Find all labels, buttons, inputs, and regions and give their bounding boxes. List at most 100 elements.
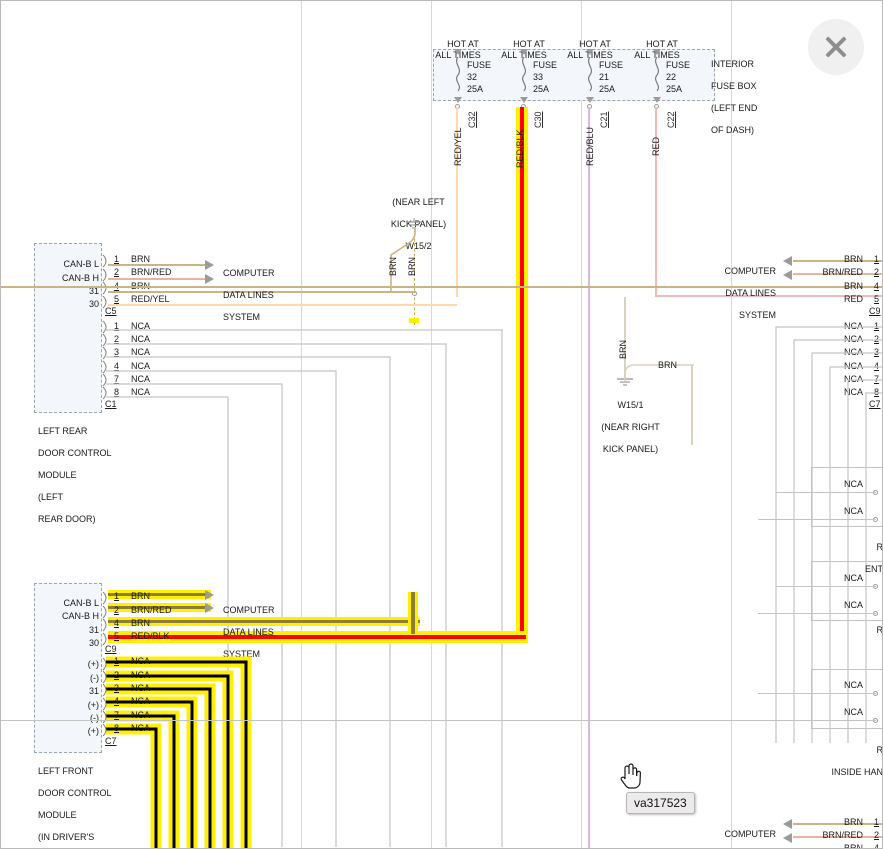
highlight-bundle-c7 (106, 656, 252, 848)
pin-number: 7 (114, 374, 120, 384)
fuse-rating: 25A (666, 84, 683, 94)
pin-number: 4 (114, 618, 120, 628)
wire-nca-lead (776, 586, 876, 588)
wire-color: NCA (131, 374, 151, 384)
pin-signal: 30 (88, 299, 99, 309)
wire-color: NCA (131, 347, 151, 357)
wire-right-pin1 (793, 260, 882, 262)
fuse-number: 33 (533, 72, 544, 82)
wire-color: NCA (131, 696, 151, 706)
wire-color: BRN (131, 591, 151, 601)
fuse-connector-id: C22 (666, 111, 676, 128)
data-line-arrow (205, 260, 214, 270)
wire-bundle-c1 (106, 329, 503, 847)
wire-color: RED/YEL (131, 294, 170, 304)
wire-color: NCA (131, 321, 151, 331)
pin-number: 1 (874, 817, 880, 827)
pin-number: 7 (114, 710, 120, 720)
wire-color-label: BRN (618, 339, 628, 359)
splice-w15-2-label: (NEAR LEFT KICK PANEL) W15/2 (390, 197, 447, 251)
wire-c9-pin4 (108, 620, 420, 623)
wire-right-pin4 (1, 286, 882, 288)
wire-color: NCA (131, 387, 151, 397)
wire-color: BRN (131, 618, 151, 628)
pin-number: 2 (114, 267, 120, 277)
wire-c9-pin1 (108, 593, 211, 596)
wire-c9-pin2 (108, 606, 211, 609)
right-subconnector-box (811, 669, 882, 729)
pin-number: 2 (114, 605, 120, 615)
destination-label: COMPUTER DATA LINES SYSTEM (223, 268, 275, 322)
connector-id-c9: C9 (105, 644, 117, 654)
pin-number: 4 (874, 281, 880, 291)
right-subconnector-label: R INSIDE HAN (831, 745, 883, 777)
fuse-number: 21 (599, 72, 610, 82)
hand-pointer-icon (620, 763, 641, 789)
wire-color-label: BRN (388, 256, 398, 276)
fuse-connector-id: C30 (533, 111, 543, 128)
wire-color: BRN (843, 281, 863, 291)
wire-color: BRN (843, 817, 863, 827)
wire-color: NCA (131, 361, 151, 371)
wire-right-pin2 (793, 273, 882, 275)
connector-id-c5: C5 (105, 306, 117, 316)
connector-id-c1: C1 (105, 399, 117, 409)
data-line-arrow (205, 590, 214, 600)
splice-dashed-lead (414, 229, 415, 325)
fuse-hot-label: HOT AT ALL TIMES (634, 39, 680, 60)
wire-color-label: RED/BLU (585, 126, 595, 166)
pin-number: 8 (874, 387, 880, 397)
data-line-arrow (783, 833, 792, 843)
wire-red (655, 107, 657, 287)
right-subconnector-box (811, 561, 882, 621)
guide-line (731, 1, 732, 848)
fuse-hot-label: HOT AT ALL TIMES (435, 39, 481, 60)
wire-color: NCA (843, 361, 863, 371)
wire-color: BRN (843, 843, 863, 849)
wire-red-yel (456, 107, 458, 297)
wire-color: NCA (843, 680, 863, 690)
pin-number: 1 (874, 254, 880, 264)
close-button[interactable] (808, 19, 864, 75)
wire-color: NCA (843, 334, 863, 344)
pin-signal: (+) (87, 659, 99, 669)
guide-line (431, 1, 432, 848)
connector-bracket (102, 254, 107, 400)
right-subconnector-label: R ENT (865, 542, 883, 574)
wire-red-blk-core (520, 107, 524, 643)
data-line-arrow (783, 819, 792, 829)
connector-id-right-c9: C9 (869, 306, 881, 316)
wire-lower-pin1 (793, 823, 882, 825)
fuse-number: 22 (666, 72, 677, 82)
pin-number: 8 (114, 387, 120, 397)
wire-nca-lead (758, 519, 876, 521)
destination-label: COMPUTER DATA LINES SYSTEM (223, 605, 275, 659)
wire-color: BRN (843, 254, 863, 264)
fuse-symbol (521, 57, 527, 91)
wire-color: NCA (131, 683, 151, 693)
pin-number: 5 (114, 631, 120, 641)
wire-color: NCA (131, 710, 151, 720)
left-rear-module-label: LEFT REAR DOOR CONTROL MODULE (LEFT REAR… (38, 426, 112, 524)
highlight-splice-tip (409, 318, 419, 323)
fuse-number: 32 (467, 72, 478, 82)
fuse-feed-arrow (454, 49, 462, 55)
destination-label: COMPUTER DATA LINES SYSTEM (724, 266, 777, 320)
fuse-out-arrow (520, 97, 528, 103)
wire-color: BRN/RED (131, 605, 172, 615)
wire-color: BRN/RED (131, 267, 172, 277)
wire-nca-lead (758, 613, 876, 615)
splice-w15-1-label: W15/1 (NEAR RIGHT KICK PANEL) (601, 400, 660, 454)
wire-brn-horiz-right (691, 365, 693, 445)
fuse-rating: 25A (467, 84, 484, 94)
pin-signal: (+) (87, 726, 99, 736)
fuse-word: FUSE (533, 60, 558, 70)
pin-signal: CAN-B H (61, 611, 99, 621)
data-line-arrow (783, 270, 792, 280)
wire-color-label: RED (651, 136, 661, 156)
wire-color: NCA (843, 321, 863, 331)
wire-color-label: BRN (407, 256, 417, 276)
pin-number: 4 (874, 361, 880, 371)
wire-c5-pin2 (108, 278, 206, 280)
pin-number: 2 (114, 334, 120, 344)
